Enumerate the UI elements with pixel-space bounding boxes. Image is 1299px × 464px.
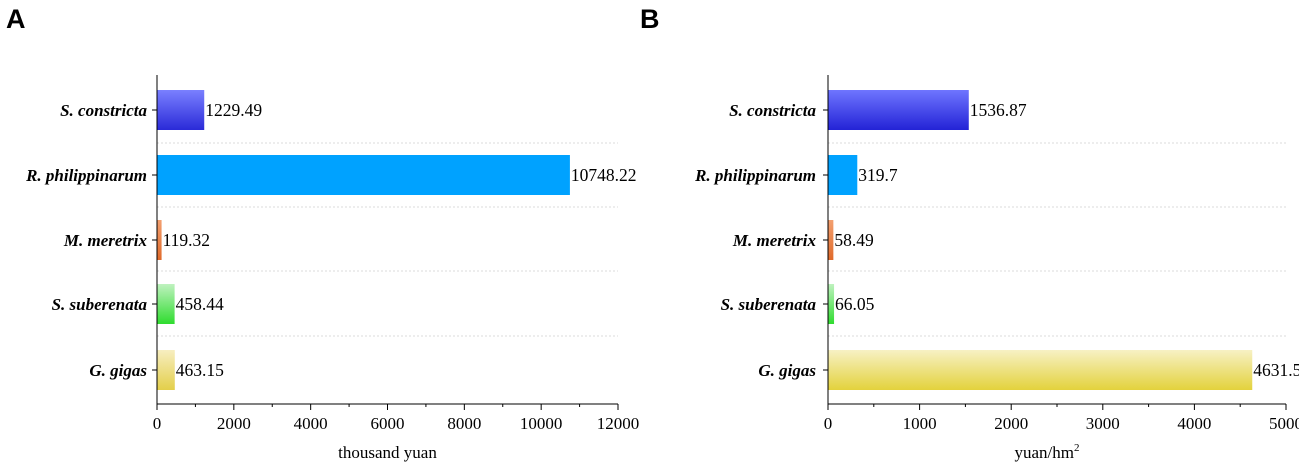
- value-label: 1229.49: [205, 100, 262, 120]
- x-tick-label: 0: [824, 414, 833, 433]
- x-tick-label: 2000: [217, 414, 251, 433]
- bar-m-meretrix: [157, 220, 162, 260]
- panel-a: A S. constricta 1229.49 R. philippinarum 107…: [6, 4, 639, 462]
- x-tick-label: 6000: [371, 414, 405, 433]
- x-axis-title-superscript: 2: [1074, 442, 1080, 454]
- value-label: 58.49: [834, 230, 874, 250]
- x-tick-label: 5000: [1269, 414, 1299, 433]
- category-label: R. philippinarum: [694, 166, 816, 185]
- value-label: 4631.5: [1253, 360, 1299, 380]
- x-tick-label: 2000: [994, 414, 1028, 433]
- value-label: 1536.87: [970, 100, 1027, 120]
- bar-g-gigas: [157, 350, 175, 390]
- x-tick-label: 8000: [447, 414, 481, 433]
- category-label: G. gigas: [89, 361, 147, 380]
- bar-m-meretrix: [828, 220, 834, 260]
- x-axis-title: thousand yuan: [338, 443, 437, 462]
- value-label: 319.7: [858, 165, 898, 185]
- x-tick-label: 4000: [1177, 414, 1211, 433]
- value-label: 119.32: [163, 230, 210, 250]
- panel-b: B S. constricta 1536.87 R. philippinarum 319…: [640, 4, 1299, 462]
- bar-r-philippinarum: [157, 155, 570, 195]
- bar-s-constricta: [828, 90, 969, 130]
- x-tick-label: 3000: [1086, 414, 1120, 433]
- x-axis-title: yuan/hm2: [1015, 442, 1080, 462]
- x-tick-label: 1000: [903, 414, 937, 433]
- category-label: S. constricta: [60, 101, 147, 120]
- value-label: 10748.22: [571, 165, 637, 185]
- x-tick-label: 12000: [597, 414, 640, 433]
- bar-s-suberenata: [828, 284, 835, 324]
- x-tick-label: 4000: [294, 414, 328, 433]
- category-label: R. philippinarum: [25, 166, 147, 185]
- bar-s-constricta: [157, 90, 205, 130]
- category-label: S. suberenata: [52, 295, 148, 314]
- category-label: M. meretrix: [63, 231, 148, 250]
- x-tick-label: 10000: [520, 414, 563, 433]
- category-label: S. constricta: [729, 101, 816, 120]
- value-label: 463.15: [176, 360, 224, 380]
- panel-letter: B: [640, 4, 660, 34]
- value-label: 458.44: [176, 294, 224, 314]
- x-axis-title-text: yuan/hm: [1015, 443, 1075, 462]
- x-axis-title-text: thousand yuan: [338, 443, 437, 462]
- category-label: S. suberenata: [721, 295, 817, 314]
- category-label: G. gigas: [758, 361, 816, 380]
- x-tick-label: 0: [153, 414, 162, 433]
- bar-r-philippinarum: [828, 155, 858, 195]
- category-label: M. meretrix: [732, 231, 817, 250]
- panel-letter: A: [6, 4, 26, 34]
- value-label: 66.05: [835, 294, 875, 314]
- bar-g-gigas: [828, 350, 1253, 390]
- bar-s-suberenata: [157, 284, 175, 324]
